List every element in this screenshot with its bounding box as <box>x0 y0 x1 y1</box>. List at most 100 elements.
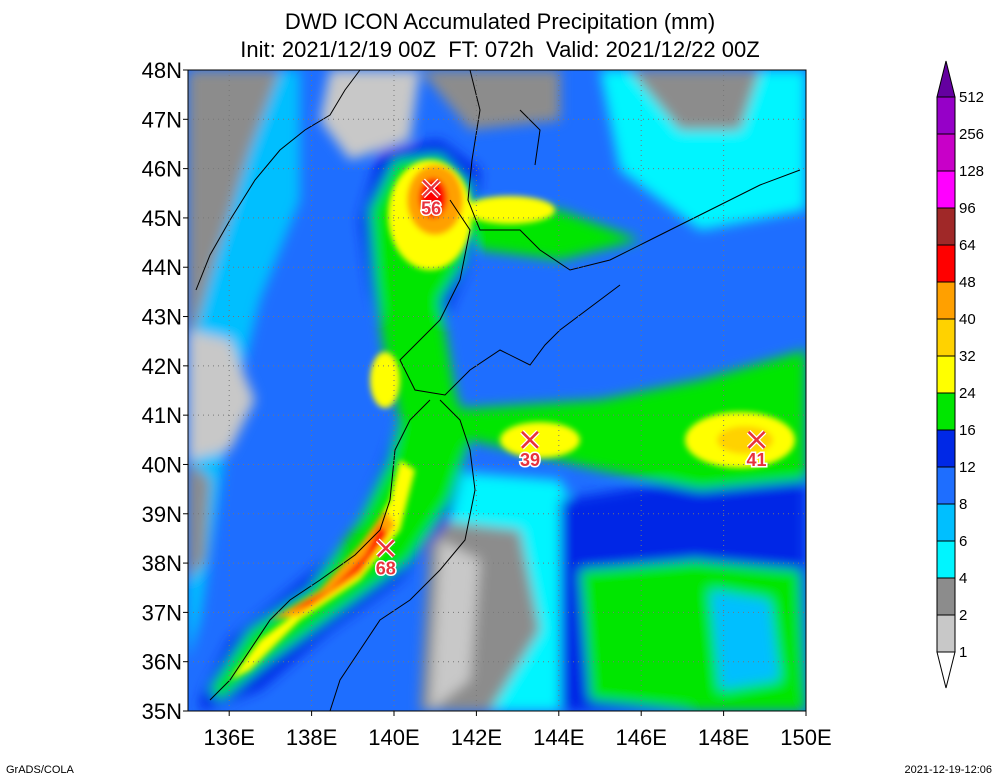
y-tick-label: 40N <box>142 452 182 477</box>
y-tick-label: 41N <box>142 403 182 428</box>
colorbar-label: 2 <box>959 607 967 624</box>
coastlines <box>195 70 801 711</box>
coast-honshu-west <box>209 399 431 701</box>
y-tick-label: 38N <box>142 551 182 576</box>
x-tick-label: 148E <box>698 725 749 750</box>
x-tick-label: 138E <box>286 725 337 750</box>
field-w-lightgrey <box>188 330 255 460</box>
coast-hokkaido <box>399 199 621 396</box>
colorbar-label: 16 <box>959 422 976 439</box>
max-marker: 68 <box>374 538 397 580</box>
field-se-green1 <box>580 560 700 711</box>
colorbar-label: 12 <box>959 459 976 476</box>
field-ne-grey <box>630 70 760 130</box>
x-axis: 136E 138E 140E 142E 144E 146E 148E 150E <box>204 711 832 750</box>
max-value-label: 41 <box>747 450 767 470</box>
field-n-lightgrey <box>320 70 420 160</box>
field-nw-grey <box>188 70 280 330</box>
coast-honshu-east <box>329 399 476 711</box>
y-tick-label: 44N <box>142 255 182 280</box>
map-frame <box>187 69 807 712</box>
y-tick-label: 45N <box>142 206 182 231</box>
colorbar-label: 48 <box>959 274 976 291</box>
footer-timestamp: 2021-12-19-12:06 <box>904 764 992 776</box>
x-tick-label: 144E <box>533 725 584 750</box>
x-tick-label: 136E <box>204 725 255 750</box>
max-marker: 41 <box>745 430 768 471</box>
max-value-label: 39 <box>520 450 540 470</box>
colorbar-label: 6 <box>959 533 967 550</box>
core-north-red <box>419 178 447 218</box>
y-tick-label: 39N <box>142 502 182 527</box>
max-value-label: 56 <box>421 198 441 218</box>
max-marker: 56 <box>420 178 443 220</box>
colorbar-label: 64 <box>959 237 976 254</box>
colorbar-label: 40 <box>959 311 976 328</box>
colorbar-box <box>936 281 956 320</box>
y-tick-label: 46N <box>142 157 182 182</box>
colorbar-label: 24 <box>959 385 976 402</box>
colorbar-box <box>936 355 956 394</box>
colorbar-box <box>936 503 956 542</box>
max-cross <box>521 430 539 449</box>
coast-continent <box>195 70 361 291</box>
y-tick-label: 35N <box>142 699 182 724</box>
core-mid-yellow <box>370 352 400 408</box>
max-cross <box>422 179 440 198</box>
y-tick-label: 36N <box>142 650 182 675</box>
colorbar-box <box>936 614 956 653</box>
x-tick-label: 150E <box>780 725 831 750</box>
map-field <box>188 70 806 711</box>
max-cross <box>376 539 395 558</box>
colorbar-bottom-triangle <box>936 651 956 689</box>
x-tick-label: 140E <box>368 725 419 750</box>
y-tick-label: 47N <box>142 107 182 132</box>
core-39-yellow <box>500 422 580 458</box>
colorbar-box <box>936 207 956 246</box>
colorbar-box <box>936 540 956 579</box>
y-tick-label: 43N <box>142 305 182 330</box>
field-se-lightgrey <box>430 540 480 711</box>
field-band-green <box>210 155 470 700</box>
core-41-gold <box>717 426 773 454</box>
core-japan-yellow <box>230 460 415 680</box>
colorbar-box <box>936 96 956 135</box>
colorbar-label: 8 <box>959 496 967 513</box>
y-axis: 35N 36N 37N 38N 39N 40N 41N 42N 43N 44N 45N 46N 47N 4… <box>142 58 188 724</box>
colorbar-box <box>936 466 956 505</box>
colorbar-box <box>936 392 956 431</box>
field-ne-cyan <box>600 70 806 230</box>
max-cross <box>747 430 766 449</box>
colorbar-box <box>936 244 956 283</box>
chart-title: DWD ICON Accumulated Precipitation (mm) <box>284 9 716 34</box>
core-north-east-yellow <box>465 196 555 224</box>
x-tick-label: 146E <box>616 725 667 750</box>
core-japan-red <box>290 525 388 610</box>
coast-kurils <box>467 70 801 271</box>
coast-sakhalin <box>519 109 541 166</box>
colorbar-label: 4 <box>959 570 967 587</box>
colorbar-label: 32 <box>959 348 976 365</box>
y-tick-label: 37N <box>142 600 182 625</box>
max-marker: 39 <box>518 430 541 471</box>
colorbar-box <box>936 170 956 209</box>
chart-subtitle: Init: 2021/12/19 00Z FT: 072h Valid: 202… <box>240 37 760 62</box>
y-tick-label: 48N <box>142 58 182 83</box>
x-tick-label: 142E <box>451 725 502 750</box>
grid-lines <box>188 70 806 711</box>
field-w-grey2 <box>188 460 210 580</box>
maxima-markers: 56 39 41 68 <box>374 178 768 580</box>
colorbar-label: 96 <box>959 200 976 217</box>
colorbar-label: 512 <box>959 89 984 106</box>
field-se-lightblue <box>710 590 780 690</box>
colorbar-box <box>936 429 956 468</box>
max-value-label: 68 <box>376 558 396 578</box>
colorbar-label: 256 <box>959 126 984 143</box>
footer-credit: GrADS/COLA <box>6 764 74 776</box>
colorbar-label: 1 <box>959 644 967 661</box>
colorbar-box <box>936 577 956 616</box>
colorbar-box <box>936 133 956 172</box>
colorbar-label: 128 <box>959 163 984 180</box>
